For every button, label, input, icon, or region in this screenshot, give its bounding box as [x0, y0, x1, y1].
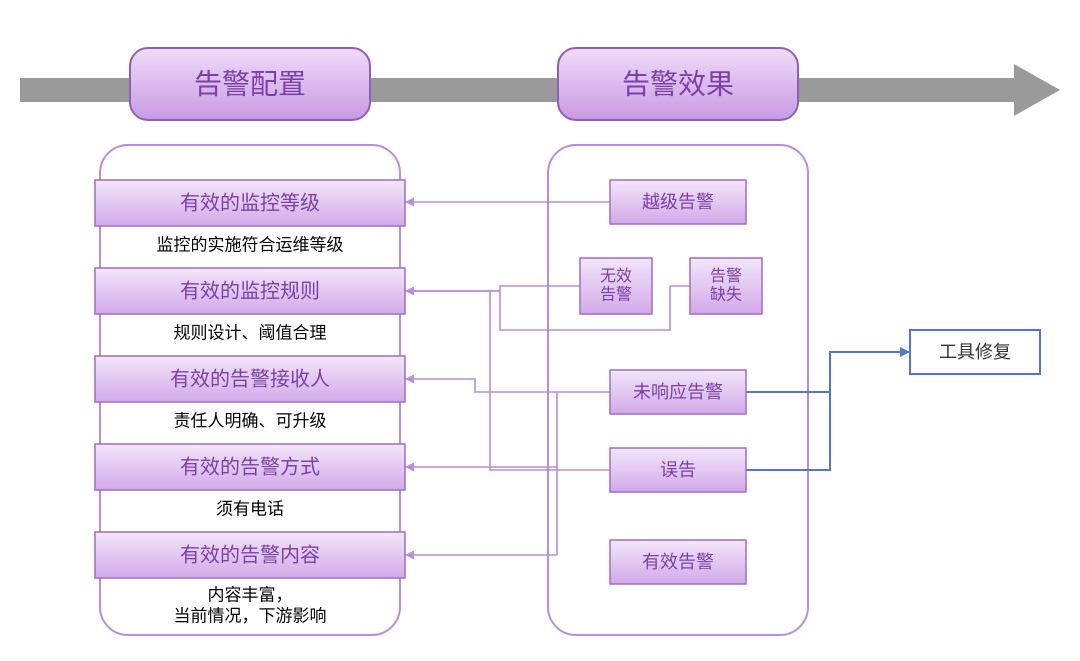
left-node-l5-label: 有效的告警内容 [180, 543, 320, 566]
right-node-r3: 未响应告警 [610, 370, 746, 414]
edge-arrowhead [405, 551, 414, 560]
aux-node-fix: 工具修复 [910, 330, 1040, 374]
edge-b1 [746, 352, 910, 392]
edge-arrowhead [405, 198, 414, 207]
caption-l3: 责任人明确、可升级 [174, 411, 327, 430]
caption-l1: 监控的实施符合运维等级 [157, 235, 344, 254]
left-node-l3-label: 有效的告警接收人 [170, 367, 330, 390]
edge-arrowhead [900, 347, 910, 357]
header-left-label: 告警配置 [194, 68, 306, 99]
header-right: 告警效果 [558, 48, 798, 120]
edge-e_r4_l2 [405, 291, 610, 470]
right-node-r4: 误告 [610, 448, 746, 492]
right-node-r1-label: 越级告警 [642, 192, 714, 212]
caption-l4: 须有电话 [216, 499, 284, 518]
caption-l3-text: 责任人明确、可升级 [174, 411, 327, 430]
edge-arrowhead [405, 375, 414, 384]
right-node-r1: 越级告警 [610, 180, 746, 224]
right-node-r4-label: 误告 [660, 460, 696, 480]
caption-l2-text: 规则设计、阈值合理 [174, 323, 327, 342]
right-node-r2a-label: 无效 [600, 267, 632, 285]
left-node-l4-label: 有效的告警方式 [180, 455, 320, 478]
left-node-l2-label: 有效的监控规则 [180, 279, 320, 302]
right-node-r2a-label: 告警 [600, 285, 632, 303]
left-node-l3: 有效的告警接收人 [95, 356, 405, 402]
caption-l2: 规则设计、阈值合理 [174, 323, 327, 342]
caption-l5-text: 内容丰富， [208, 585, 293, 604]
right-node-r5-label: 有效告警 [642, 552, 714, 572]
right-node-r2b-label: 告警 [710, 267, 742, 285]
header-left: 告警配置 [130, 48, 370, 120]
aux-node-fix-label: 工具修复 [939, 342, 1011, 362]
left-node-l4: 有效的告警方式 [95, 444, 405, 490]
right-node-r2a: 无效告警 [580, 258, 652, 314]
caption-l4-text: 须有电话 [216, 499, 284, 518]
left-node-l1: 有效的监控等级 [95, 180, 405, 226]
caption-l5: 内容丰富， 当前情况，下游影响 [174, 585, 327, 625]
header-right-label: 告警效果 [622, 68, 734, 99]
right-node-r2b-label: 缺失 [710, 285, 742, 303]
right-node-r5: 有效告警 [610, 540, 746, 584]
caption-l1-text: 监控的实施符合运维等级 [157, 235, 344, 254]
left-node-l2: 有效的监控规则 [95, 268, 405, 314]
caption-l5-text: 当前情况，下游影响 [174, 607, 327, 626]
edge-b2 [746, 352, 830, 470]
right-node-r2b: 告警缺失 [690, 258, 762, 314]
left-node-l1-label: 有效的监控等级 [180, 191, 320, 214]
edge-arrowhead [405, 463, 414, 472]
right-node-r3-label: 未响应告警 [633, 382, 723, 402]
edge-e_r3_l3 [405, 379, 610, 392]
left-node-l5: 有效的告警内容 [95, 532, 405, 578]
